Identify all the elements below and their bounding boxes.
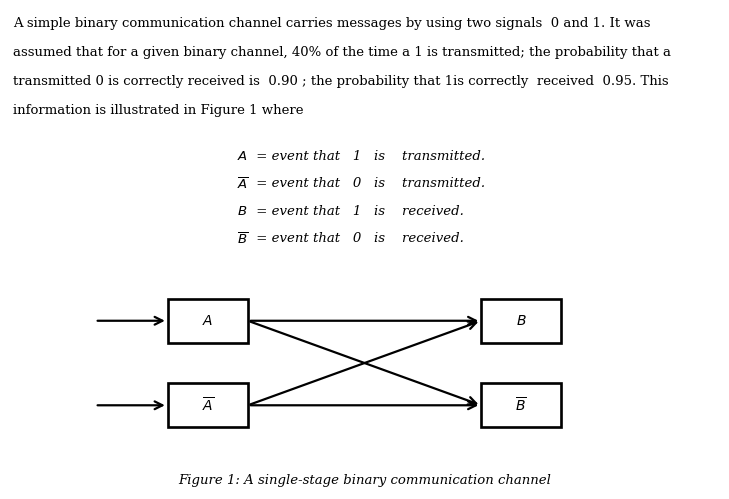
Text: = event that   1   is    received.: = event that 1 is received. bbox=[252, 205, 464, 218]
Text: = event that   1   is    transmitted.: = event that 1 is transmitted. bbox=[252, 150, 485, 163]
Text: $\mathit{A}$: $\mathit{A}$ bbox=[202, 314, 214, 328]
Bar bbox=[168, 299, 248, 343]
Text: $\overline{\mathit{B}}$: $\overline{\mathit{B}}$ bbox=[237, 232, 248, 248]
Bar bbox=[481, 299, 561, 343]
Text: $\mathit{B}$: $\mathit{B}$ bbox=[237, 205, 247, 218]
Text: = event that   0   is    received.: = event that 0 is received. bbox=[252, 232, 464, 245]
Text: = event that   0   is    transmitted.: = event that 0 is transmitted. bbox=[252, 177, 485, 190]
Text: $\mathit{B}$: $\mathit{B}$ bbox=[516, 314, 526, 328]
Text: transmitted 0 is correctly received is  0.90 ; the probability that 1is correctl: transmitted 0 is correctly received is 0… bbox=[13, 75, 668, 88]
Text: $\mathit{A}$: $\mathit{A}$ bbox=[237, 150, 248, 163]
Text: assumed that for a given binary channel, 40% of the time a 1 is transmitted; the: assumed that for a given binary channel,… bbox=[13, 46, 671, 59]
Text: $\overline{\mathit{A}}$: $\overline{\mathit{A}}$ bbox=[237, 177, 249, 193]
Text: A simple binary communication channel carries messages by using two signals  0 a: A simple binary communication channel ca… bbox=[13, 17, 650, 30]
Text: Figure 1: A single-stage binary communication channel: Figure 1: A single-stage binary communic… bbox=[178, 474, 551, 487]
Text: $\overline{\mathit{A}}$: $\overline{\mathit{A}}$ bbox=[202, 396, 214, 415]
Text: information is illustrated in Figure 1 where: information is illustrated in Figure 1 w… bbox=[13, 104, 303, 117]
Bar bbox=[168, 383, 248, 427]
Bar bbox=[481, 383, 561, 427]
Text: $\overline{\mathit{B}}$: $\overline{\mathit{B}}$ bbox=[515, 396, 527, 415]
